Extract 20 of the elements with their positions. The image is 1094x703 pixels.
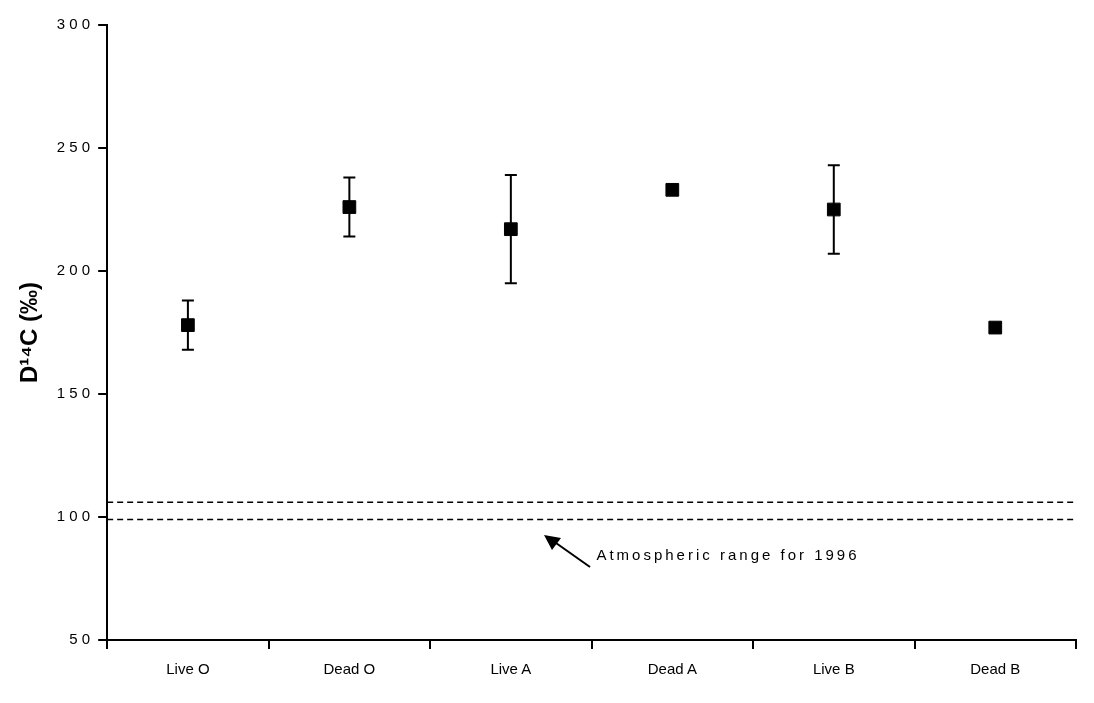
point xyxy=(503,222,518,237)
y-tick-label: 1 0 0 xyxy=(56,507,91,525)
y-tick-label: 2 5 0 xyxy=(56,138,91,156)
x-tick-label: Dead O xyxy=(323,660,376,678)
x-tick-label: Live O xyxy=(166,660,210,678)
point xyxy=(342,200,357,214)
point xyxy=(988,320,1003,335)
y-tick-label: 5 0 xyxy=(69,630,91,648)
point xyxy=(826,202,841,217)
point xyxy=(665,182,680,197)
x-tick-label: Dead A xyxy=(647,660,697,678)
annotation: Atmospheric range for 1996 xyxy=(596,545,860,563)
point xyxy=(181,318,195,332)
y-tick-label: 2 0 0 xyxy=(56,261,91,279)
y-tick-label: 3 0 0 xyxy=(56,15,91,33)
x-tick-label: Live B xyxy=(812,660,855,678)
x-tick-label: Live A xyxy=(490,660,532,678)
y-tick-label: 1 5 0 xyxy=(56,384,91,402)
y-axis-title: D¹⁴C (‰) xyxy=(15,281,43,384)
x-tick-label: Dead B xyxy=(970,660,1021,678)
